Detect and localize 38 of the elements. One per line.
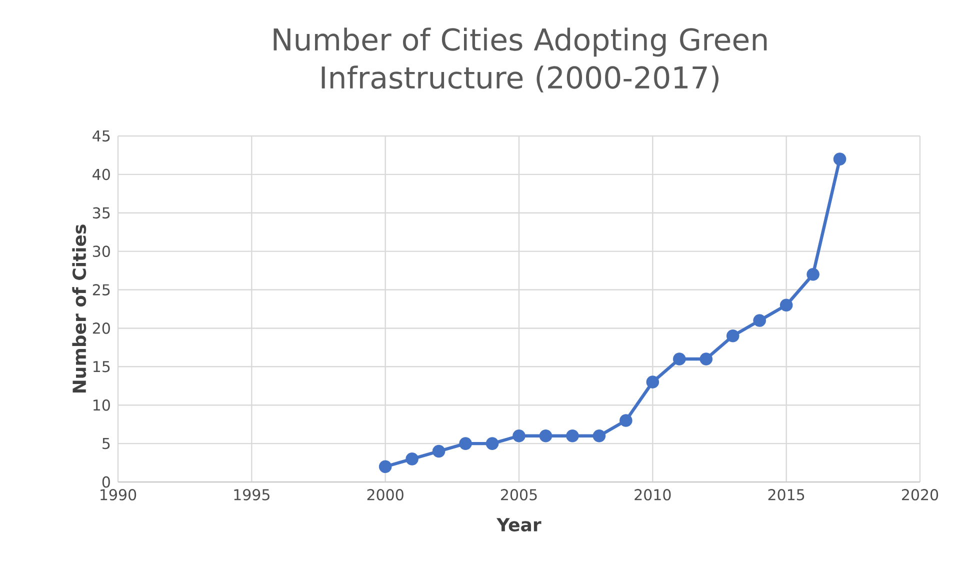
- point: [780, 298, 793, 312]
- x-tick-label: 2005: [501, 489, 537, 500]
- y-tick-label: 40: [92, 168, 110, 180]
- x-tick-label: 1995: [234, 489, 270, 500]
- point: [672, 352, 686, 366]
- y-tick-label: 10: [94, 399, 110, 411]
- y-tick-label: 35: [92, 207, 110, 219]
- x-tick-label: 1990: [100, 489, 136, 500]
- point: [566, 429, 579, 442]
- y-tick-label: 45: [92, 130, 110, 142]
- point: [646, 376, 660, 388]
- point: [833, 152, 846, 166]
- point: [726, 330, 740, 342]
- x-tick-label: 2020: [902, 489, 938, 500]
- point: [486, 437, 499, 450]
- x-axis-title: Year: [496, 518, 542, 532]
- point: [700, 352, 713, 366]
- point: [459, 437, 472, 450]
- y-tick-label: 25: [92, 284, 110, 296]
- point: [753, 314, 766, 327]
- point: [406, 452, 418, 466]
- chart-title: Number of Cities Adopting Green Infrastructure (2000-2017): [274, 28, 767, 92]
- y-tick-label: 20: [92, 322, 110, 334]
- y-tick-label: 15: [94, 361, 110, 372]
- point: [539, 429, 552, 442]
- point: [432, 444, 446, 458]
- x-tick-label: 2000: [367, 489, 404, 500]
- point: [378, 460, 392, 474]
- point: [592, 429, 606, 442]
- y-tick-label: 30: [92, 246, 110, 258]
- x-tick-label: 2015: [768, 489, 804, 500]
- x-tick-label: 2010: [634, 489, 671, 500]
- point: [806, 268, 820, 281]
- y-axis-title: Number of Cities: [72, 224, 86, 393]
- y-tick-label: 5: [102, 438, 110, 450]
- point: [512, 429, 526, 442]
- y-tick-label: 0: [102, 476, 110, 488]
- point: [620, 414, 632, 427]
